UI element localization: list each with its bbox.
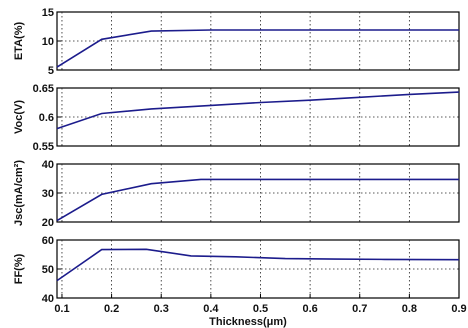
y-tick-label: 10 [42, 36, 54, 48]
subplot-3: 20 30 40 Jsc(mA/cm²) [13, 159, 460, 229]
x-axis-label: Thickness(μm) [209, 316, 287, 328]
series-line [56, 248, 460, 282]
y-tick-label: 0.6 [39, 112, 54, 124]
x-tick-label: 0.5 [253, 303, 268, 315]
y-tick-label: 0.55 [33, 141, 54, 153]
series-line [56, 178, 459, 222]
y-tick-label: 0.65 [33, 83, 54, 95]
y-tick-label: 50 [42, 264, 54, 276]
x-tick-label: 0.8 [402, 303, 417, 315]
x-tick-label: 0.9 [451, 303, 466, 315]
series-line [56, 91, 460, 130]
y-axis-label: ETA(%) [13, 22, 25, 61]
x-tick-label: 0.4 [203, 303, 219, 315]
y-axis-label: Voc(V) [13, 100, 25, 134]
x-tick-label: 0.6 [302, 303, 317, 315]
y-tick-label: 40 [42, 293, 54, 305]
x-tick-label: 0.3 [154, 303, 169, 315]
subplot-4: 40 50 60 FF(%) 0.1 0.2 0.3 0.4 0.5 0.6 0.7 0.8 0.9 Th… [13, 235, 467, 328]
x-tick-label: 0.2 [104, 303, 119, 315]
series-line [56, 29, 459, 68]
y-tick-label: 40 [42, 159, 54, 171]
x-tick-label: 0.1 [54, 303, 69, 315]
subplot-1: 5 10 15 ETA(%) [13, 7, 460, 77]
y-tick-label: 60 [42, 235, 54, 247]
y-axis-label: Jsc(mA/cm²) [13, 160, 25, 226]
y-tick-label: 20 [42, 217, 54, 229]
x-tick-label: 0.7 [352, 303, 367, 315]
subplot-2: 0.55 0.6 0.65 Voc(V) [13, 83, 460, 153]
y-axis-label: FF(%) [13, 253, 25, 284]
y-tick-label: 5 [48, 65, 54, 77]
y-tick-label: 30 [42, 188, 54, 200]
y-tick-label: 15 [42, 7, 54, 19]
